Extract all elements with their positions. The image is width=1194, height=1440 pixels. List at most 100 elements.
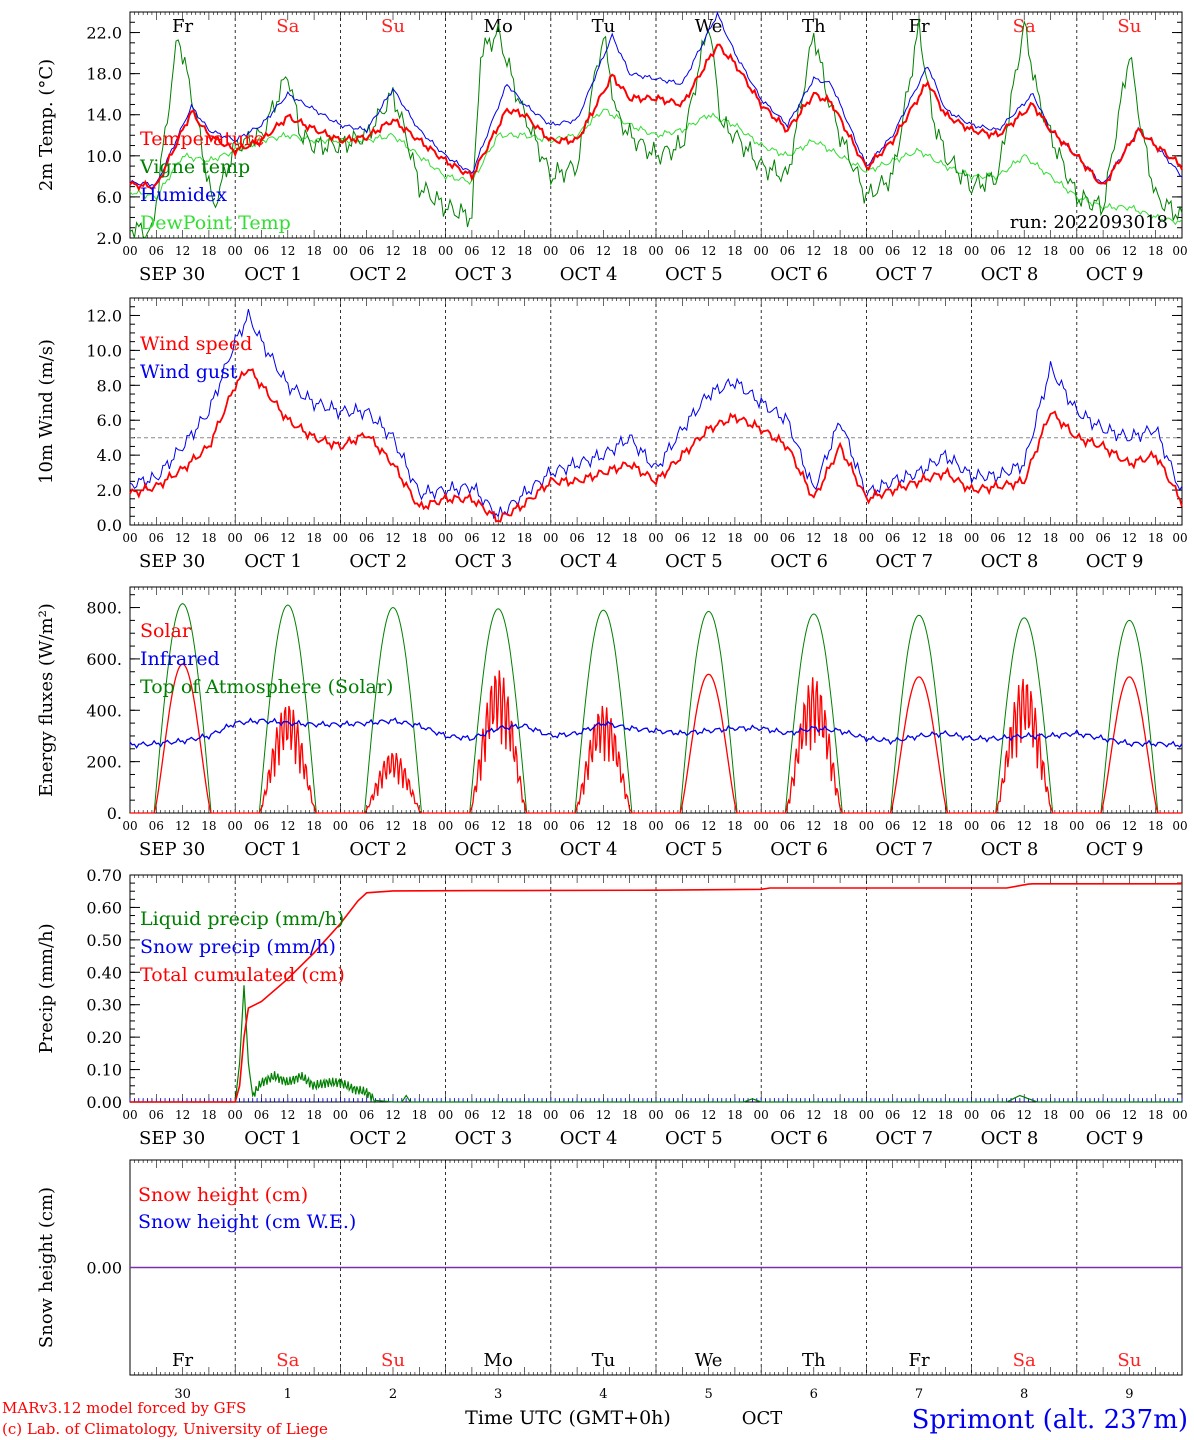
hour-tick-label: 06 [1095,244,1110,258]
series-line-3 [129,108,1183,226]
weekday-label: Su [381,16,405,37]
y-tick-label: 6.0 [97,188,122,207]
y-tick-label: 0. [107,804,122,823]
weekday-label: We [695,1350,723,1371]
day-number: 8 [1020,1387,1028,1402]
date-label: OCT 5 [665,1128,723,1149]
hour-tick-label: 12 [1017,531,1032,545]
hour-tick-label: 18 [832,1108,847,1122]
hour-tick-label: 12 [385,819,400,833]
hour-tick-label: 18 [517,531,532,545]
date-label: OCT 5 [665,839,723,860]
date-label: OCT 3 [455,1128,513,1149]
solar-line [130,663,1182,814]
hour-tick-label: 12 [1017,1108,1032,1122]
legend-entry: Solar [140,620,192,642]
y-tick-label: 10.0 [86,147,122,166]
hour-tick-label: 00 [1069,819,1084,833]
hour-tick-label: 06 [359,531,374,545]
credit-line-1: MARv3.12 model forced by GFS [2,1399,246,1417]
hour-tick-label: 18 [622,244,637,258]
hour-tick-label: 18 [201,1108,216,1122]
hour-tick-label: 18 [1148,819,1163,833]
date-label: OCT 8 [981,551,1039,572]
hour-tick-label: 00 [228,819,243,833]
legend-entry: Snow height (cm W.E.) [138,1211,356,1233]
hour-tick-label: 18 [938,531,953,545]
hour-tick-label: 06 [464,1108,479,1122]
day-number: 5 [704,1387,712,1402]
hour-tick-label: 06 [359,1108,374,1122]
date-label: OCT 7 [875,839,933,860]
date-label: OCT 4 [560,1128,618,1149]
legend-entry: Top of Atmosphere (Solar) [140,676,393,698]
hour-tick-label: 06 [254,244,269,258]
hour-tick-label: 00 [964,531,979,545]
legend-entry: Wind gust [140,361,238,383]
date-label: OCT 8 [981,264,1039,285]
hour-tick-label: 12 [175,819,190,833]
weekday-label: Sa [276,16,299,37]
hour-tick-label: 12 [911,1108,926,1122]
hour-tick-label: 00 [648,1108,663,1122]
hour-tick-label: 12 [175,244,190,258]
series-line-0 [129,368,1183,523]
y-tick-label: 200. [86,753,122,772]
hour-tick-label: 18 [938,244,953,258]
y-tick-label: 0.30 [86,996,122,1015]
hour-tick-label: 12 [596,531,611,545]
date-label: OCT 1 [244,264,302,285]
day-number: 3 [494,1387,502,1402]
hour-tick-label: 12 [280,819,295,833]
hour-tick-label: 12 [701,531,716,545]
date-label: OCT 4 [560,839,618,860]
hour-tick-label: 12 [701,244,716,258]
hour-tick-label: 12 [596,244,611,258]
weekday-label: Su [381,1350,405,1371]
day-number: 4 [599,1387,607,1402]
hour-tick-label: 06 [464,244,479,258]
y-axis-label: Energy fluxes (W/m²) [36,603,57,797]
legend-entry: Vigne temp [139,156,250,178]
day-number: 2 [389,1387,397,1402]
footer: MARv3.12 model forced by GFS (c) Lab. of … [2,1399,1188,1438]
y-tick-label: 0.20 [86,1028,122,1047]
hour-tick-label: 00 [648,819,663,833]
date-label: OCT 4 [560,264,618,285]
date-label: OCT 9 [1086,1128,1144,1149]
hour-tick-label: 00 [1069,1108,1084,1122]
y-tick-label: 18.0 [86,65,122,84]
hour-tick-label: 12 [701,819,716,833]
date-label: SEP 30 [139,551,205,572]
liquid-precip-line [130,985,1182,1104]
hour-tick-label: 06 [149,819,164,833]
hour-tick-label: 18 [1043,531,1058,545]
hour-tick-label: 18 [727,819,742,833]
y-tick-label: 0.00 [86,1259,122,1278]
date-label: OCT 5 [665,264,723,285]
weekday-label: Sa [276,1350,299,1371]
hour-tick-label: 12 [596,819,611,833]
date-label: OCT 3 [455,839,513,860]
hour-tick-label: 18 [1043,1108,1058,1122]
y-tick-label: 400. [86,701,122,720]
hour-tick-label: 12 [806,244,821,258]
hour-tick-label: 18 [517,1108,532,1122]
date-label: OCT 3 [455,551,513,572]
hour-tick-label: 06 [149,531,164,545]
hour-tick-label: 18 [727,531,742,545]
weekday-label: Th [802,1350,826,1371]
hour-tick-label: 06 [254,1108,269,1122]
date-label: OCT 9 [1086,839,1144,860]
hour-tick-label: 00 [964,1108,979,1122]
hour-tick-label: 00 [438,1108,453,1122]
y-tick-label: 600. [86,650,122,669]
hour-tick-label: 06 [569,531,584,545]
weekday-label: Fr [172,1350,193,1371]
date-label: OCT 2 [349,264,407,285]
date-label: SEP 30 [139,839,205,860]
hour-tick-label: 00 [228,1108,243,1122]
y-axis-label: Snow height (cm) [36,1187,57,1348]
hour-tick-label: 06 [885,1108,900,1122]
